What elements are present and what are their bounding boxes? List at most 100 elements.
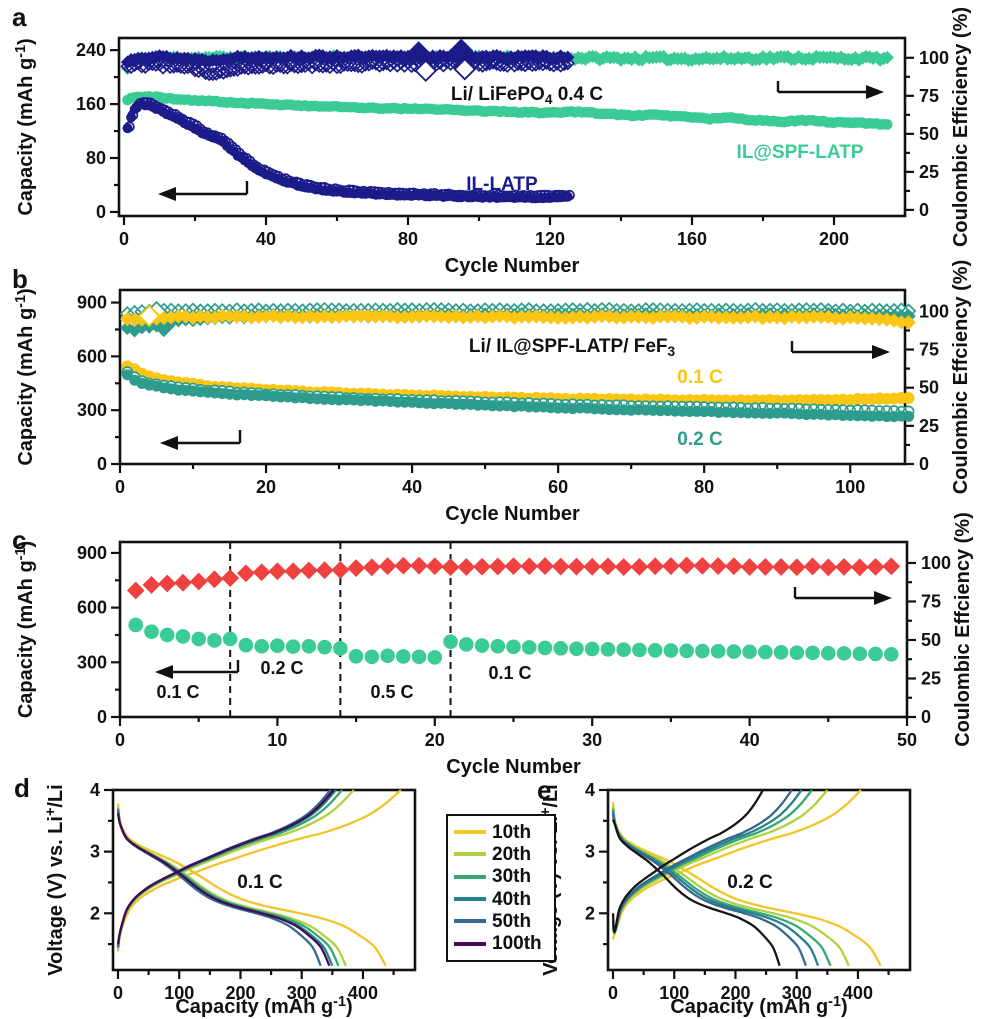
x-tick-label: 0 (608, 983, 618, 1003)
y-axis-title-left: Capacity (mAh g-1) (13, 541, 37, 718)
plot-frame (111, 788, 417, 972)
annotation: 0.2 C (727, 872, 773, 893)
y-axis-title-right: Coulombic Effciency (%) (950, 260, 972, 494)
charge-curve-100th (611, 789, 764, 933)
x-tick-label: 100 (835, 477, 865, 497)
charge-curve-50th (611, 789, 793, 934)
series-0-1c-coulombic-efficiency (120, 308, 916, 330)
x-axis-title: Cycle Number (445, 503, 580, 525)
discharge-curve-10th (611, 802, 882, 967)
panel-a-chart: 0 40 80 120 160 200 0 80 160 240 0 25 50 75 100 Li/ LiF… (13, 7, 972, 277)
y-left-tick-label: 2 (585, 903, 595, 923)
legend-label: 50th (492, 910, 532, 932)
x-tick-label: 50 (897, 730, 917, 750)
y-axis-title-left: Voltage (V) vs. Li+/Li (43, 784, 67, 975)
y-right-tick-label: 75 (919, 86, 939, 106)
outlier-marker (137, 304, 161, 328)
x-tick-label: 400 (843, 983, 873, 1003)
y-left-tick-label: 0 (97, 454, 107, 474)
y-left-tick-label: 240 (76, 40, 106, 60)
legend-label: 20th (492, 843, 532, 865)
y-right-tick-label: 0 (919, 454, 929, 474)
x-tick-label: 200 (720, 983, 750, 1003)
annotation: 0.5 C (370, 682, 413, 702)
x-tick-label: 40 (740, 730, 760, 750)
plot-frame (117, 36, 907, 218)
x-tick-label: 10 (267, 730, 287, 750)
x-tick-label: 300 (287, 983, 317, 1003)
x-tick-label: 200 (225, 983, 255, 1003)
x-tick-label: 200 (819, 229, 849, 249)
y-left-tick-label: 900 (77, 543, 107, 563)
x-tick-label: 80 (398, 229, 418, 249)
y-left-tick-label: 300 (77, 400, 107, 420)
x-tick-label: 0 (115, 730, 125, 750)
cycle-legend: 10th 20th 30th 40th 50th 100th (446, 814, 556, 962)
charge-curve-10th (611, 789, 862, 940)
y-right-tick-label: 25 (919, 162, 939, 182)
x-tick-label: 100 (164, 983, 194, 1003)
y-axis-title-right: Coulombic Effciency (%) (952, 512, 974, 746)
charge-curve-10th (116, 789, 402, 952)
series-il-spf-latp-capacity (122, 91, 893, 130)
annotation: Li/ LiFePO4 0.4 C (451, 84, 604, 107)
x-axis-title: Capacity (mAh g-1) (175, 994, 352, 1018)
y-right-tick-label: 25 (919, 416, 939, 436)
series-rate-test-coulombic-efficiency (126, 556, 901, 600)
annotation: Li/ IL@SPF-LATP/ FeF3 (469, 336, 676, 359)
y-axis-title-left: Capacity (mAh g-1) (13, 38, 37, 215)
y-right-tick-label: 75 (919, 340, 939, 360)
legend-label: 100th (492, 933, 542, 955)
legend-swatch-line (454, 897, 486, 902)
x-tick-label: 80 (694, 477, 714, 497)
y-left-tick-label: 600 (77, 598, 107, 618)
legend-label: 10th (492, 821, 532, 843)
charge-curve-100th (116, 789, 335, 945)
y-right-tick-label: 100 (921, 553, 951, 573)
y-right-tick-label: 100 (919, 301, 949, 321)
y-left-tick-label: 3 (90, 842, 100, 862)
y-left-tick-label: 300 (77, 652, 107, 672)
y-left-tick-label: 80 (86, 148, 106, 168)
legend-swatch-line (454, 830, 486, 835)
annotation: 0.2 C (260, 658, 303, 678)
x-tick-label: 0 (119, 229, 129, 249)
right-axis-arrow (793, 587, 892, 605)
y-right-tick-label: 25 (921, 668, 941, 688)
discharge-curve-100th (116, 813, 331, 967)
y-right-tick-label: 100 (919, 48, 949, 68)
x-tick-label: 20 (425, 730, 445, 750)
x-tick-label: 0 (113, 983, 123, 1003)
x-tick-label: 400 (348, 983, 378, 1003)
x-tick-label: 30 (582, 730, 602, 750)
discharge-curve-100th (611, 819, 781, 967)
legend-item-100th: 100th (454, 934, 548, 953)
y-left-tick-label: 2 (90, 903, 100, 923)
annotation: 0.2 C (677, 429, 723, 450)
legend-swatch-line (454, 941, 486, 946)
left-axis-arrow (160, 430, 242, 450)
x-tick-label: 20 (256, 477, 276, 497)
panel-d-chart: 0 100 200 300 400 2 3 4 0.1 C Capacity (mAh g-1) V… (43, 780, 417, 1018)
legend-swatch-line (454, 852, 486, 857)
y-left-tick-label: 900 (77, 293, 107, 313)
x-tick-label: 100 (659, 983, 689, 1003)
y-left-tick-label: 4 (585, 780, 595, 800)
series-0-2c-discharge-capacity (121, 369, 915, 423)
x-axis-title: Cycle Number (446, 756, 581, 778)
y-left-tick-label: 600 (77, 346, 107, 366)
outlier-marker (414, 59, 438, 82)
panel-label-d: d (14, 773, 30, 803)
y-left-tick-label: 160 (76, 94, 106, 114)
x-tick-label: 40 (256, 229, 276, 249)
panel-label-b: b (12, 264, 28, 294)
series-rate-test-capacity (128, 617, 899, 665)
outlier-marker (407, 41, 430, 64)
x-tick-label: 120 (535, 229, 565, 249)
y-right-tick-label: 50 (919, 124, 939, 144)
annotation: 0.1 C (156, 682, 199, 702)
y-right-tick-label: 0 (919, 200, 929, 220)
